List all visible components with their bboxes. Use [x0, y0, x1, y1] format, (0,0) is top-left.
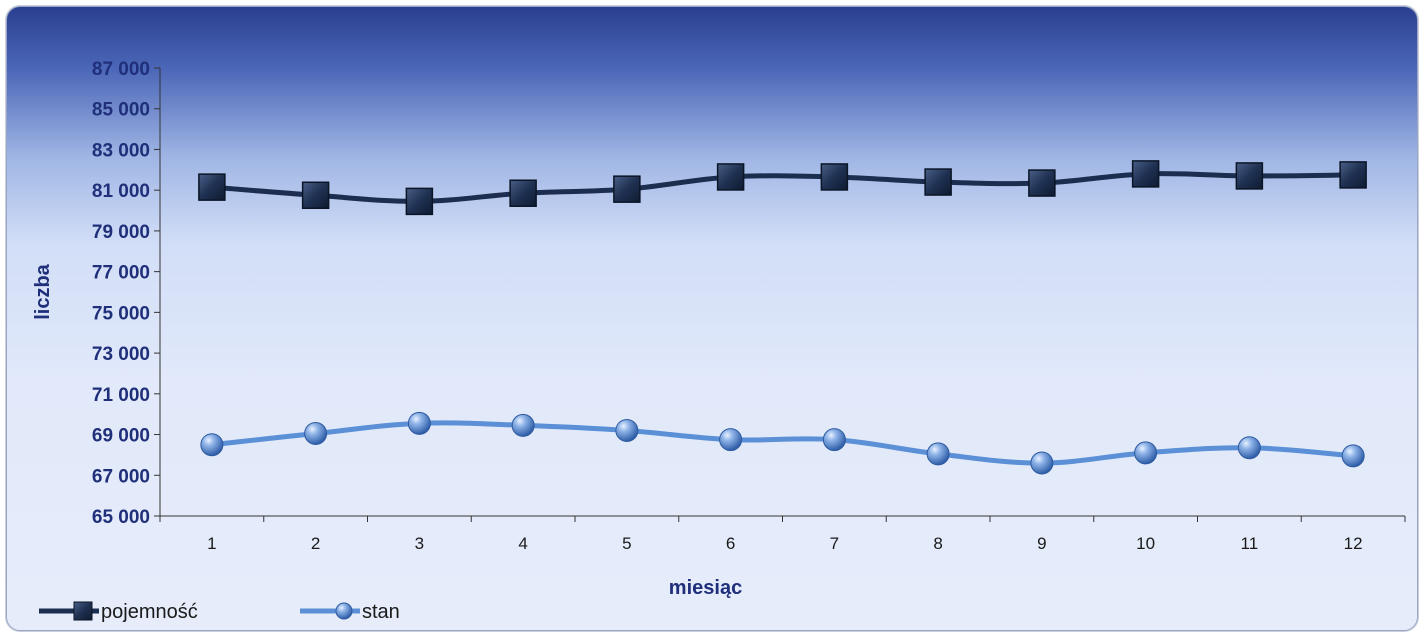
legend-label: pojemność — [101, 601, 198, 623]
data-point — [1131, 160, 1160, 188]
chart-frame: 65 000 67 000 69 000 71 000 73 000 75 000 77 0… — [6, 6, 1418, 631]
y-tick-label: 83 000 — [92, 140, 150, 161]
y-axis-title: liczba — [32, 263, 54, 319]
data-point — [924, 168, 952, 196]
data-point — [1030, 451, 1054, 475]
data-point — [1237, 436, 1261, 460]
y-tick-label: 77 000 — [92, 263, 150, 284]
x-tick-label: 9 — [1037, 534, 1046, 553]
data-point — [1339, 161, 1367, 189]
line-chart: 65 000 67 000 69 000 71 000 73 000 75 000 77 0… — [32, 59, 1406, 623]
y-tick-label: 81 000 — [92, 181, 150, 202]
legend-item: stan — [300, 601, 400, 623]
y-tick-label: 75 000 — [92, 303, 150, 324]
data-point — [613, 175, 641, 203]
data-point — [304, 422, 328, 446]
legend-marker — [335, 602, 353, 620]
data-point — [1341, 444, 1365, 468]
x-tick-label: 1 — [207, 534, 216, 553]
data-point — [511, 413, 535, 437]
legend-item: pojemność — [39, 601, 198, 623]
x-tick-label: 3 — [415, 534, 424, 553]
y-tick-label: 65 000 — [92, 507, 150, 528]
data-point — [200, 433, 224, 457]
x-tick-label: 2 — [311, 534, 320, 553]
series-line — [209, 420, 1356, 466]
x-tick-label: 10 — [1136, 534, 1155, 553]
data-point — [407, 411, 431, 435]
y-tick-label: 85 000 — [92, 100, 150, 121]
x-tick-label: 6 — [726, 534, 735, 553]
y-tick-label: 87 000 — [92, 59, 150, 80]
y-tick-label: 79 000 — [92, 222, 150, 243]
x-tick-label: 12 — [1344, 534, 1363, 553]
x-tick-label: 4 — [518, 534, 527, 553]
series-stan — [200, 411, 1365, 475]
data-point — [405, 187, 434, 216]
y-axis: 65 000 67 000 69 000 71 000 73 000 75 000 77 0… — [92, 59, 161, 528]
legend: pojemność stan — [39, 601, 400, 623]
data-point — [1028, 169, 1056, 197]
data-point — [822, 428, 846, 452]
data-point — [820, 163, 849, 191]
data-point — [1235, 162, 1264, 190]
series-line — [209, 171, 1356, 204]
data-point — [716, 163, 745, 191]
x-axis-title: miesiąc — [669, 577, 742, 599]
x-tick-label: 8 — [933, 534, 942, 553]
data-point — [719, 428, 743, 452]
x-tick-label: 7 — [830, 534, 839, 553]
x-axis: 1 2 3 4 5 6 7 8 9 10 11 12 — [159, 515, 1406, 553]
x-tick-label: 5 — [622, 534, 631, 553]
y-tick-label: 73 000 — [92, 344, 150, 365]
y-tick-label: 67 000 — [92, 466, 150, 487]
legend-marker — [73, 601, 93, 621]
data-point — [509, 179, 537, 207]
x-tick-label: 11 — [1241, 534, 1259, 553]
legend-label: stan — [362, 601, 400, 623]
data-point — [198, 173, 226, 201]
data-point — [615, 418, 639, 442]
y-tick-label: 71 000 — [92, 385, 150, 406]
data-point — [1134, 441, 1158, 465]
series-pojemność — [198, 160, 1367, 216]
data-point — [926, 442, 950, 466]
y-tick-label: 69 000 — [92, 426, 150, 447]
data-point — [301, 181, 330, 210]
